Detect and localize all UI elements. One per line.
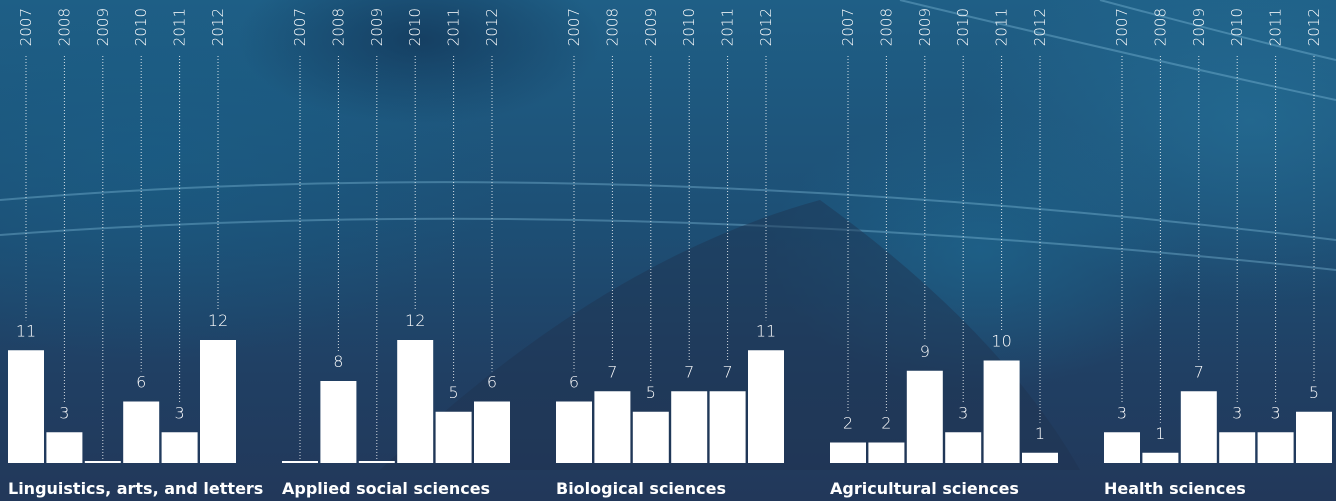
value-label: 9 bbox=[920, 342, 930, 361]
x-tick-label: 2012 bbox=[1031, 8, 1049, 46]
value-label: 3 bbox=[1232, 403, 1242, 422]
bar bbox=[320, 381, 357, 463]
bar bbox=[1257, 432, 1294, 463]
chart-title: Agricultural sciences bbox=[830, 479, 1019, 498]
value-label: 3 bbox=[1271, 403, 1281, 422]
bar bbox=[161, 432, 198, 463]
x-tick-label: 2010 bbox=[406, 8, 424, 46]
bar bbox=[1180, 391, 1217, 463]
x-tick-label: 2010 bbox=[680, 8, 698, 46]
decor bbox=[0, 0, 1336, 271]
x-tick-label: 2009 bbox=[916, 8, 934, 46]
value-label: 5 bbox=[646, 383, 656, 402]
bar bbox=[1219, 432, 1256, 463]
x-tick-label: 2008 bbox=[1151, 8, 1169, 46]
bar bbox=[556, 401, 592, 463]
value-label: 10 bbox=[991, 332, 1011, 351]
value-label: 12 bbox=[208, 311, 228, 330]
x-tick-label: 2009 bbox=[1190, 8, 1208, 46]
x-tick-label: 2008 bbox=[55, 8, 73, 46]
x-tick-label: 2007 bbox=[1113, 8, 1131, 46]
x-tick-label: 2008 bbox=[603, 8, 621, 46]
bar bbox=[748, 350, 784, 463]
bar bbox=[8, 350, 44, 463]
chart-title: Health sciences bbox=[1104, 479, 1246, 498]
value-label: 7 bbox=[607, 362, 617, 381]
chart-title: Applied social sciences bbox=[282, 479, 490, 498]
x-tick-label: 2011 bbox=[171, 8, 189, 46]
value-label: 6 bbox=[136, 373, 146, 392]
bar bbox=[945, 432, 982, 463]
x-tick-label: 2011 bbox=[445, 8, 463, 46]
x-tick-label: 2012 bbox=[1305, 8, 1323, 46]
bar bbox=[830, 442, 866, 463]
bar bbox=[1142, 452, 1179, 463]
bar bbox=[200, 340, 236, 463]
value-label: 2 bbox=[843, 414, 853, 433]
value-label: 6 bbox=[569, 373, 579, 392]
x-tick-label: 2009 bbox=[368, 8, 386, 46]
bar bbox=[1104, 432, 1140, 463]
x-tick-label: 2007 bbox=[291, 8, 309, 46]
value-label: 8 bbox=[333, 352, 343, 371]
bar bbox=[123, 401, 160, 463]
bar bbox=[397, 340, 434, 463]
value-label: 12 bbox=[405, 311, 425, 330]
bar bbox=[632, 411, 669, 463]
value-label: 2 bbox=[881, 414, 891, 433]
value-label: 3 bbox=[1117, 403, 1127, 422]
chart-title: Biological sciences bbox=[556, 479, 726, 498]
x-tick-label: 2011 bbox=[719, 8, 737, 46]
value-label: 7 bbox=[723, 362, 733, 381]
x-tick-label: 2011 bbox=[993, 8, 1011, 46]
value-label: 11 bbox=[16, 321, 36, 340]
value-label: 1 bbox=[1155, 424, 1165, 443]
bar bbox=[983, 360, 1020, 463]
value-label: 3 bbox=[59, 403, 69, 422]
x-tick-label: 2009 bbox=[94, 8, 112, 46]
x-tick-label: 2007 bbox=[565, 8, 583, 46]
x-tick-label: 2007 bbox=[839, 8, 857, 46]
x-tick-label: 2007 bbox=[17, 8, 35, 46]
bar bbox=[671, 391, 708, 463]
bar bbox=[282, 461, 318, 463]
value-label: 7 bbox=[684, 362, 694, 381]
x-tick-label: 2010 bbox=[132, 8, 150, 46]
x-tick-label: 2012 bbox=[483, 8, 501, 46]
value-label: 3 bbox=[175, 403, 185, 422]
x-tick-label: 2010 bbox=[1228, 8, 1246, 46]
bar bbox=[906, 370, 943, 463]
value-label: 7 bbox=[1194, 362, 1204, 381]
value-label: 5 bbox=[449, 383, 459, 402]
x-tick-label: 2011 bbox=[1267, 8, 1285, 46]
bar bbox=[709, 391, 746, 463]
bar bbox=[1296, 411, 1332, 463]
value-label: 6 bbox=[487, 373, 497, 392]
bar bbox=[1022, 452, 1058, 463]
bar bbox=[84, 461, 121, 463]
x-tick-label: 2008 bbox=[329, 8, 347, 46]
bar bbox=[868, 442, 905, 463]
value-label: 3 bbox=[958, 403, 968, 422]
bar bbox=[474, 401, 510, 463]
value-label: 1 bbox=[1035, 424, 1045, 443]
x-tick-label: 2010 bbox=[954, 8, 972, 46]
decor-shape bbox=[380, 200, 1080, 470]
x-tick-label: 2008 bbox=[877, 8, 895, 46]
x-tick-label: 2009 bbox=[642, 8, 660, 46]
chart-title: Linguistics, arts, and letters bbox=[8, 479, 263, 498]
bar bbox=[435, 411, 472, 463]
value-label: 5 bbox=[1309, 383, 1319, 402]
bar bbox=[358, 461, 395, 463]
bar bbox=[594, 391, 631, 463]
value-label: 11 bbox=[756, 321, 776, 340]
bar bbox=[46, 432, 83, 463]
x-tick-label: 2012 bbox=[209, 8, 227, 46]
x-tick-label: 2012 bbox=[757, 8, 775, 46]
